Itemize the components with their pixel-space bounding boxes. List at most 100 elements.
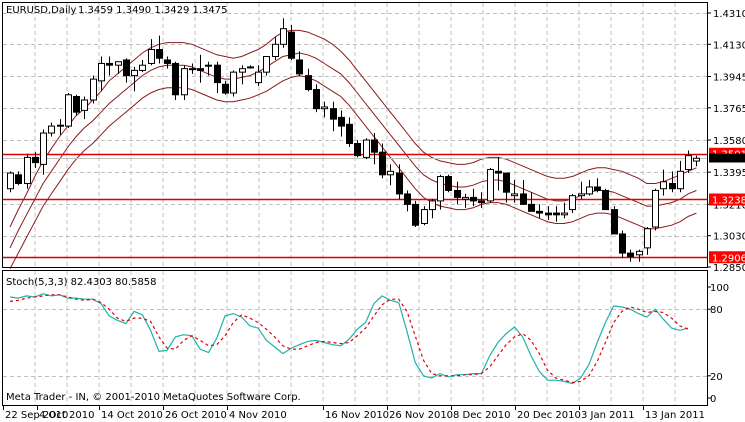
candle bbox=[404, 190, 411, 212]
candle-body-bear bbox=[396, 172, 403, 195]
candle bbox=[57, 119, 64, 135]
candle bbox=[561, 202, 568, 219]
candle-body-bull bbox=[685, 155, 692, 171]
candle bbox=[48, 122, 55, 137]
candle bbox=[644, 226, 651, 255]
candle-body-bull bbox=[131, 69, 138, 77]
candle-body-bear bbox=[412, 203, 419, 226]
candle bbox=[487, 167, 494, 203]
candle bbox=[272, 37, 279, 60]
candle bbox=[73, 94, 80, 116]
candle-body-bear bbox=[172, 62, 179, 96]
candle-body-bear bbox=[106, 62, 113, 66]
candle bbox=[189, 63, 196, 74]
candle bbox=[106, 56, 113, 76]
price-axis-label: 1.3765 bbox=[713, 104, 745, 115]
candle-body-bear bbox=[669, 182, 676, 190]
price-tag-label: 1.3238 bbox=[712, 195, 745, 206]
price-axis[interactable]: 1.4310 1.4130 1.3945 1.3765 1.3580 1.3395 1.32… bbox=[707, 9, 745, 274]
candle bbox=[619, 230, 626, 259]
candle-body-bull bbox=[578, 193, 585, 197]
candle bbox=[346, 117, 353, 147]
candle bbox=[363, 138, 370, 160]
candle bbox=[677, 160, 684, 193]
candle bbox=[586, 180, 593, 196]
copyright-watermark: Meta Trader - IN, © 2001-2010 MetaQuotes… bbox=[6, 392, 301, 403]
stoch-panel-frame bbox=[2, 270, 708, 406]
candle-body-bull bbox=[263, 55, 270, 73]
candle bbox=[32, 152, 39, 168]
candle-body-bull bbox=[65, 94, 72, 127]
price-tag-bg bbox=[709, 251, 745, 264]
candle-body-bear bbox=[503, 172, 510, 193]
candle bbox=[263, 55, 270, 76]
candle-body-bear bbox=[222, 83, 229, 94]
candle-body-bull bbox=[693, 157, 700, 162]
candle-body-bull bbox=[569, 195, 576, 211]
candle bbox=[115, 61, 122, 74]
stoch-indicator-label: Stoch(5,3,3) 82.4303 80.5858 bbox=[6, 277, 157, 288]
stoch-grid bbox=[3, 271, 707, 405]
candle bbox=[495, 157, 502, 191]
candle-body-bull bbox=[511, 193, 518, 197]
candle-body-bull bbox=[429, 200, 436, 211]
candle-body-bear bbox=[478, 200, 485, 204]
candle-body-bear bbox=[371, 139, 378, 153]
candle bbox=[181, 65, 188, 100]
candle-body-bear bbox=[123, 59, 130, 77]
price-axis-label: 1.2850 bbox=[713, 263, 745, 274]
candle-body-bull bbox=[7, 172, 14, 190]
candle bbox=[528, 192, 535, 212]
candle-body-bull bbox=[115, 61, 122, 66]
candle-body-bull bbox=[363, 139, 370, 158]
candle-body-bull bbox=[247, 66, 254, 69]
candle-body-bear bbox=[32, 156, 39, 164]
candle-body-bear bbox=[528, 203, 535, 212]
candle bbox=[131, 66, 138, 92]
candle bbox=[520, 180, 527, 205]
candle-body-bear bbox=[338, 116, 345, 127]
candle bbox=[280, 18, 287, 48]
time-axis-label: 4 Oct 2010 bbox=[39, 410, 94, 421]
candle bbox=[139, 59, 146, 73]
time-axis-label: 26 Oct 2010 bbox=[165, 410, 227, 421]
candle bbox=[98, 56, 105, 92]
stoch-axis-label: 0 bbox=[710, 394, 716, 405]
candle bbox=[371, 133, 378, 165]
candle-body-bull bbox=[90, 78, 97, 101]
time-axis-label: 3 Jan 2011 bbox=[581, 410, 635, 421]
time-axis-label: 14 Oct 2010 bbox=[101, 410, 163, 421]
candle-body-bull bbox=[462, 196, 469, 200]
candle bbox=[247, 65, 254, 69]
candle-body-bear bbox=[354, 142, 361, 157]
candle bbox=[123, 58, 130, 83]
candle-body-bull bbox=[421, 209, 428, 225]
candle-body-bull bbox=[272, 43, 279, 57]
candle bbox=[578, 181, 585, 200]
candle bbox=[470, 188, 477, 207]
candle-body-bull bbox=[636, 250, 643, 256]
candle-body-bull bbox=[387, 170, 394, 176]
time-axis-label: 16 Nov 2010 bbox=[325, 410, 389, 421]
candle bbox=[429, 199, 436, 219]
stoch-axis-label: 100 bbox=[710, 283, 729, 294]
candle bbox=[296, 51, 303, 76]
candle bbox=[503, 172, 510, 203]
horizontal-lines[interactable] bbox=[3, 153, 707, 259]
stoch-axis-label: 80 bbox=[710, 305, 723, 316]
candle bbox=[15, 171, 22, 186]
candle bbox=[205, 61, 212, 76]
candle bbox=[652, 188, 659, 231]
candle-body-bear bbox=[520, 193, 527, 205]
candle bbox=[81, 96, 88, 120]
candle-body-bull bbox=[230, 71, 237, 94]
candle-body-bull bbox=[189, 68, 196, 71]
candle-body-bull bbox=[24, 156, 31, 184]
candle-body-bull bbox=[40, 132, 47, 165]
candle bbox=[660, 169, 667, 196]
candle bbox=[594, 178, 601, 193]
stoch-signal-line bbox=[9, 294, 689, 384]
candle-body-bear bbox=[305, 75, 312, 91]
